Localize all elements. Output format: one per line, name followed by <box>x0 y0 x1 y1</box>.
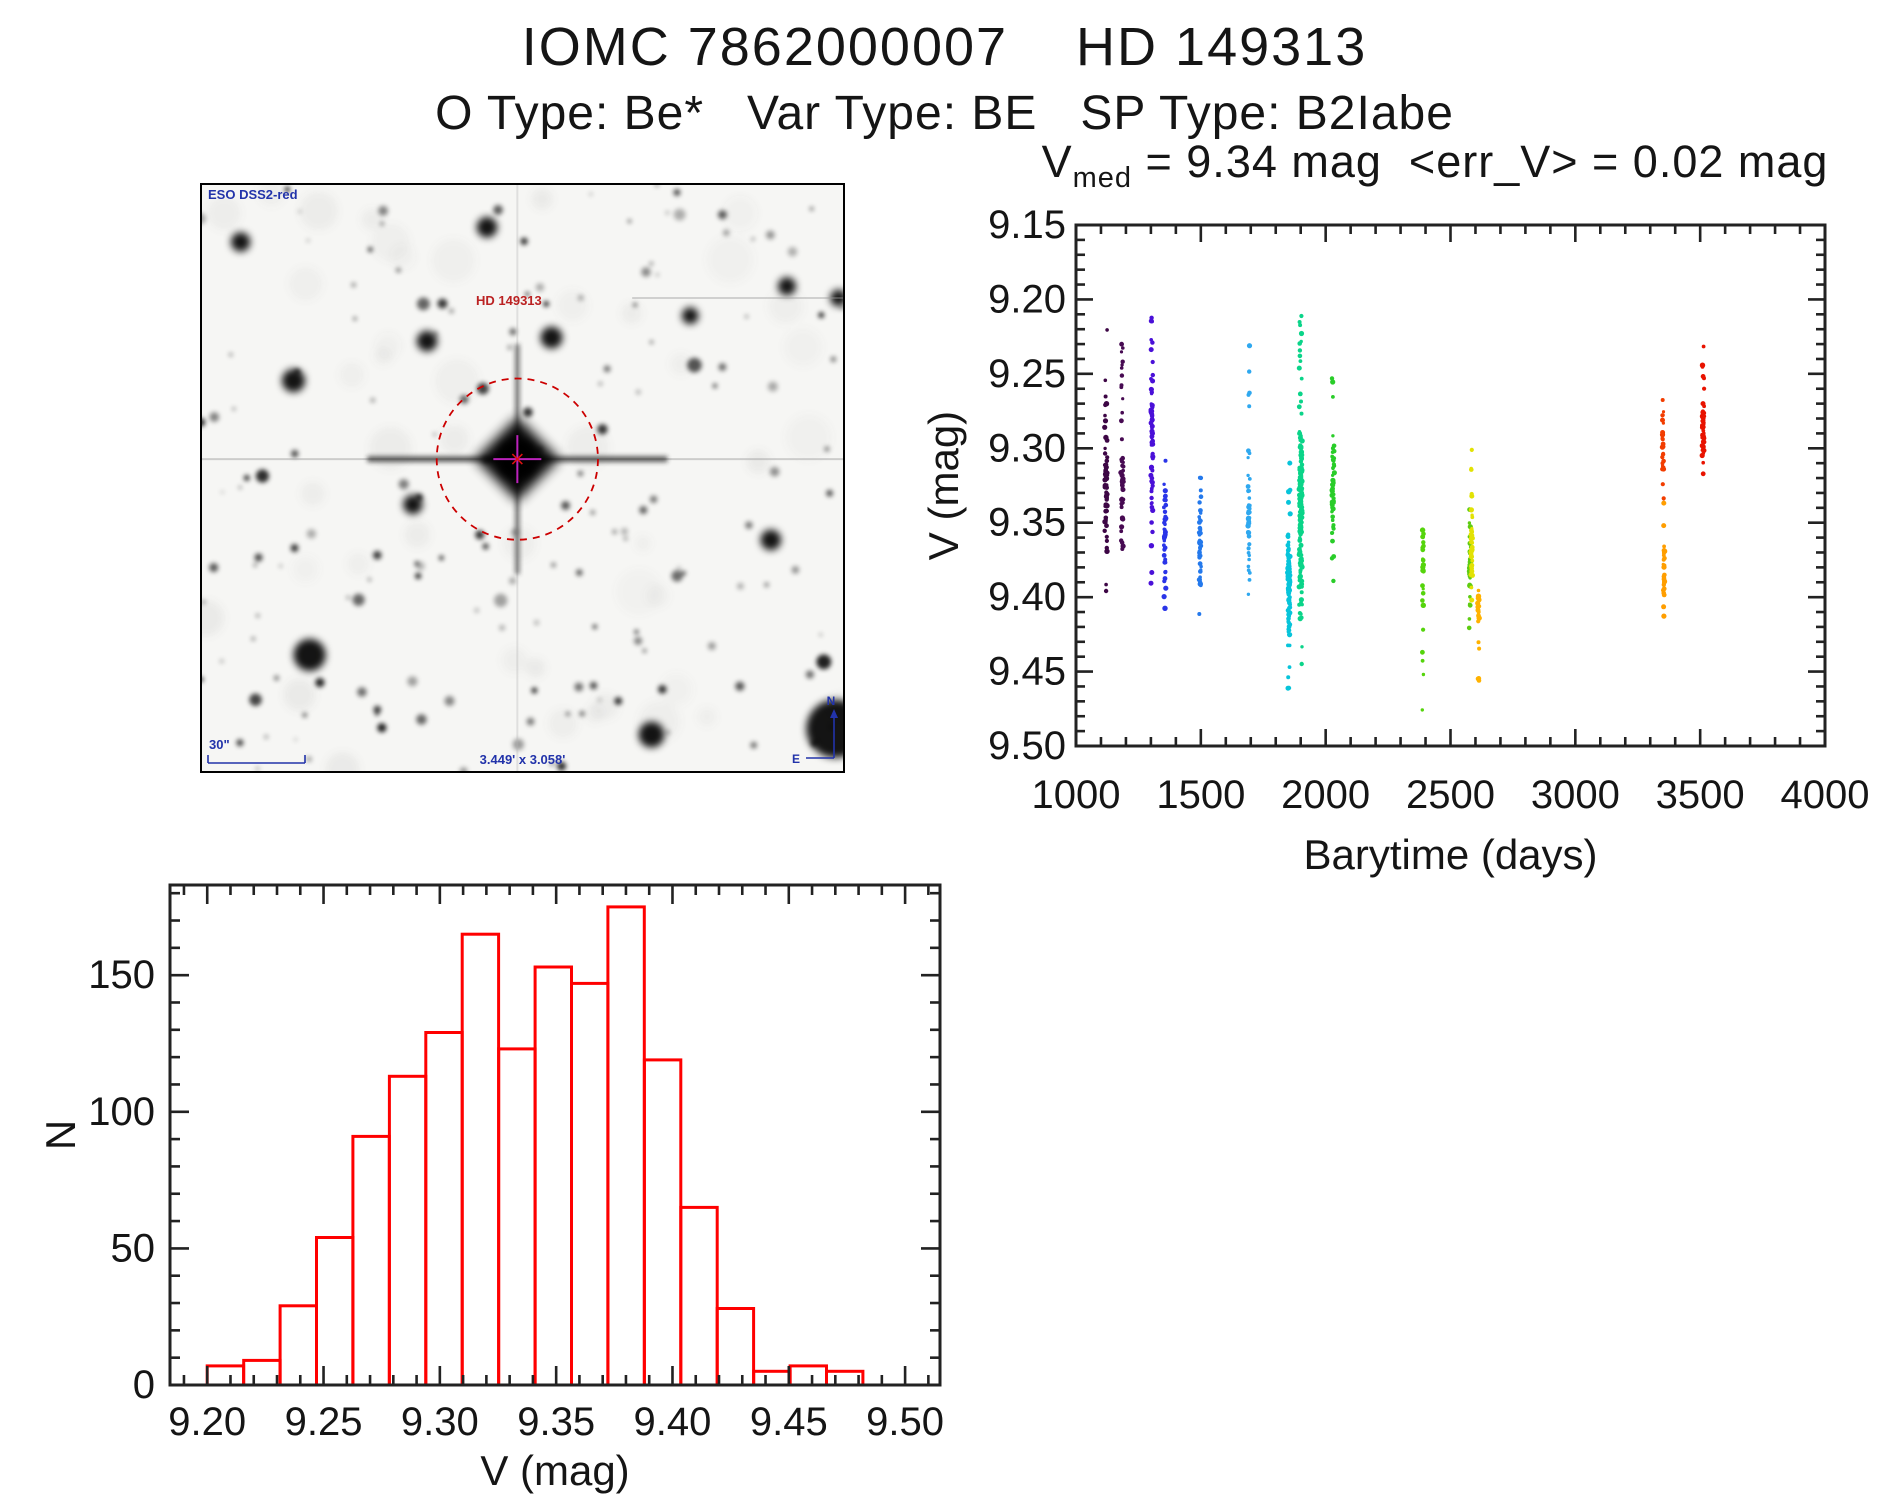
histogram-bar <box>242 1358 282 1387</box>
histogram-bar <box>351 1134 391 1387</box>
histogram-bar <box>606 905 646 1387</box>
finder-frame <box>200 183 845 773</box>
histogram-bar <box>752 1369 792 1387</box>
magnitude-histogram-plot: 9.20 9.25 9.30 9.35 9.40 9.45 9.50 0 50 100 150 V (… <box>37 883 944 1494</box>
scale-bar <box>207 755 306 764</box>
y-tick-label: 9.25 <box>988 352 1066 396</box>
histogram-bar <box>679 1205 719 1387</box>
fov-label: 3.449' x 3.058' <box>480 752 566 767</box>
x-tick-label: 9.30 <box>401 1400 479 1444</box>
x-tick-label: 3000 <box>1531 773 1620 817</box>
lightcurve-plot: 1000 1500 2000 2500 3000 3500 4000 9.15 9.20 9.25… <box>920 203 1870 878</box>
y-tick-label: 9.15 <box>988 203 1066 247</box>
histogram-bars <box>205 905 865 1387</box>
y-tick-label: 9.30 <box>988 426 1066 470</box>
y-tick-label: 9.45 <box>988 650 1066 694</box>
y-tick-label: 9.40 <box>988 575 1066 619</box>
histogram-bar <box>460 932 501 1387</box>
x-tick-label: 9.50 <box>866 1400 944 1444</box>
compass <box>806 709 838 759</box>
page-subtitle: O Type: Be* Var Type: BE SP Type: B2Iabe <box>435 87 1454 140</box>
observation-cluster <box>1661 500 1668 619</box>
x-tick-label: 9.45 <box>750 1400 828 1444</box>
x-tick-label: 2500 <box>1406 773 1495 817</box>
histogram-bar <box>424 1031 464 1387</box>
target-name-label: HD 149313 <box>476 293 542 308</box>
y-tick-label: 100 <box>88 1090 155 1134</box>
y-tick-label: 9.35 <box>988 501 1066 545</box>
histogram-bar <box>788 1364 828 1387</box>
data-points <box>1102 313 1707 712</box>
background-mottle <box>200 183 845 773</box>
y-axis-label: N <box>37 1120 84 1150</box>
axes <box>168 883 942 1387</box>
vmed-values: = 9.34 mag <err_V> = 0.02 mag <box>1132 136 1829 187</box>
y-tick-label: 9.50 <box>988 724 1066 768</box>
histogram-bar <box>315 1236 355 1387</box>
y-tick-label: 150 <box>88 953 155 997</box>
histogram-bar <box>497 1047 537 1387</box>
bright-stars <box>230 216 845 758</box>
histogram-bar <box>387 1074 428 1387</box>
histogram-bar <box>533 965 574 1387</box>
observation-cluster <box>1148 315 1156 586</box>
x-axis-label: V (mag) <box>480 1447 629 1494</box>
observation-cluster <box>1468 447 1475 603</box>
vmed-subscript: med <box>1072 162 1132 194</box>
observation-cluster <box>1475 588 1482 683</box>
lightcurve-stats-title: Vmed = 9.34 mag <err_V> = 0.02 mag <box>1030 136 1840 195</box>
field-stars <box>200 183 844 773</box>
observation-cluster <box>1245 343 1253 596</box>
observation-cluster <box>1118 341 1126 551</box>
observation-cluster <box>1196 475 1204 616</box>
x-tick-label: 3500 <box>1656 773 1745 817</box>
observation-cluster <box>1329 376 1337 584</box>
target-mark <box>511 453 523 465</box>
compass-north-label: N <box>827 694 836 708</box>
histogram-bar <box>278 1304 319 1387</box>
histogram-bar <box>570 981 610 1387</box>
y-tick-label: 0 <box>133 1363 155 1407</box>
observation-cluster <box>1161 458 1169 611</box>
axes <box>1074 223 1827 748</box>
x-tick-label: 9.40 <box>634 1400 712 1444</box>
observation-cluster <box>1285 460 1293 691</box>
y-axis-label: V (mag) <box>920 411 967 560</box>
observation-cluster <box>1296 313 1305 667</box>
x-axis-label: Barytime (days) <box>1303 831 1597 878</box>
page-title: IOMC 7862000007 HD 149313 <box>521 17 1368 77</box>
x-tick-label: 9.25 <box>285 1400 363 1444</box>
target-circle <box>435 377 599 541</box>
histogram-bar <box>715 1307 756 1387</box>
histogram-bar <box>205 1364 246 1387</box>
observation-cluster <box>1419 527 1426 712</box>
observation-cluster <box>1659 398 1667 501</box>
scale-bar-label: 30" <box>209 737 230 752</box>
survey-label: ESO DSS2-red <box>208 187 298 202</box>
x-tick-label: 1000 <box>1032 773 1121 817</box>
observation-cluster <box>1102 328 1110 594</box>
x-tick-label: 9.20 <box>168 1400 246 1444</box>
x-tick-label: 4000 <box>1781 773 1870 817</box>
observation-cluster <box>1699 344 1707 477</box>
histogram-bar <box>642 1058 683 1387</box>
vmed-symbol: V <box>1041 136 1073 187</box>
compass-east-label: E <box>792 752 800 766</box>
finder-chart-image: ESO DSS2-red HD 149313 30" 3.449' x 3.058' N… <box>200 183 845 773</box>
x-tick-label: 1500 <box>1156 773 1245 817</box>
x-tick-label: 9.35 <box>517 1400 595 1444</box>
y-tick-label: 9.20 <box>988 277 1066 321</box>
x-tick-label: 2000 <box>1281 773 1370 817</box>
y-tick-label: 50 <box>111 1226 156 1270</box>
